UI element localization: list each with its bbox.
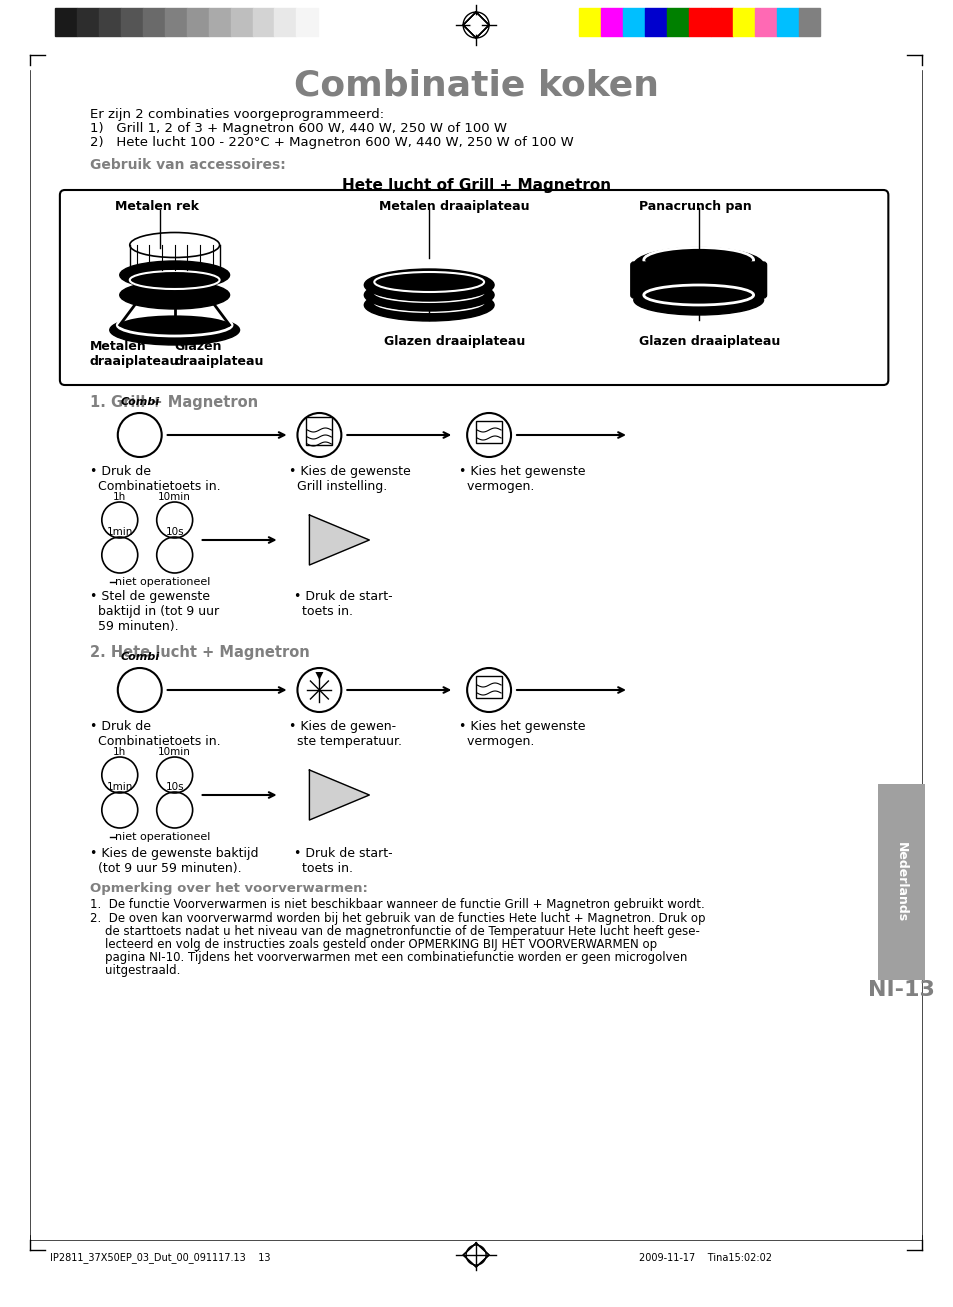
Text: 2009-11-17    Tina15:02:02: 2009-11-17 Tina15:02:02 xyxy=(639,1253,771,1263)
Text: 1min: 1min xyxy=(107,782,132,792)
Ellipse shape xyxy=(110,315,239,345)
Bar xyxy=(666,8,688,37)
Text: Opmerking over het voorverwarmen:: Opmerking over het voorverwarmen: xyxy=(90,882,367,895)
Text: Combinatie koken: Combinatie koken xyxy=(294,68,658,102)
Text: NI-13: NI-13 xyxy=(867,980,934,1000)
Bar xyxy=(121,8,143,37)
Bar xyxy=(231,8,253,37)
Bar xyxy=(798,8,820,37)
Bar xyxy=(476,676,501,698)
Text: 10s: 10s xyxy=(165,527,184,537)
Polygon shape xyxy=(309,770,369,819)
Bar xyxy=(710,8,732,37)
Text: • Druk de
  Combinatietoets in.: • Druk de Combinatietoets in. xyxy=(90,720,220,748)
Bar xyxy=(274,8,296,37)
Text: 2.  De oven kan voorverwarmd worden bij het gebruik van de functies Hete lucht +: 2. De oven kan voorverwarmd worden bij h… xyxy=(90,912,704,925)
Text: Metalen
draaiplateau: Metalen draaiplateau xyxy=(90,340,179,369)
Bar xyxy=(306,417,332,444)
Text: Metalen draaiplateau: Metalen draaiplateau xyxy=(379,200,529,213)
Bar xyxy=(99,8,121,37)
Text: Nederlands: Nederlands xyxy=(894,842,907,923)
Text: • Kies het gewenste
  vermogen.: • Kies het gewenste vermogen. xyxy=(458,720,585,748)
Text: uitgestraald.: uitgestraald. xyxy=(90,965,180,978)
Bar xyxy=(644,8,666,37)
Text: 1. Grill + Magnetron: 1. Grill + Magnetron xyxy=(90,395,257,410)
Text: 1min: 1min xyxy=(107,527,132,537)
Ellipse shape xyxy=(120,261,230,289)
Text: IP2811_37X50EP_03_Dut_00_091117.13    13: IP2811_37X50EP_03_Dut_00_091117.13 13 xyxy=(50,1252,270,1264)
Text: • Kies de gewenste baktijd
  (tot 9 uur 59 minuten).: • Kies de gewenste baktijd (tot 9 uur 59… xyxy=(90,847,258,874)
Bar xyxy=(578,8,600,37)
Bar xyxy=(688,8,710,37)
Text: Glazen draaiplateau: Glazen draaiplateau xyxy=(639,335,780,348)
Ellipse shape xyxy=(471,16,480,34)
Text: 10s: 10s xyxy=(165,782,184,792)
Ellipse shape xyxy=(633,247,762,282)
Bar xyxy=(776,8,798,37)
Text: Hete lucht of Grill + Magnetron: Hete lucht of Grill + Magnetron xyxy=(341,178,610,193)
Text: • Kies de gewenste
  Grill instelling.: • Kies de gewenste Grill instelling. xyxy=(289,465,411,493)
Text: Combi: Combi xyxy=(120,652,159,663)
Text: Metalen rek: Metalen rek xyxy=(114,200,198,213)
Text: • Kies het gewenste
  vermogen.: • Kies het gewenste vermogen. xyxy=(458,465,585,493)
Text: Glazen draaiplateau: Glazen draaiplateau xyxy=(384,335,525,348)
Text: • Druk de
  Combinatietoets in.: • Druk de Combinatietoets in. xyxy=(90,465,220,493)
Text: niet operationeel: niet operationeel xyxy=(114,833,210,842)
Bar xyxy=(187,8,209,37)
Bar xyxy=(143,8,165,37)
Text: Panacrunch pan: Panacrunch pan xyxy=(639,200,751,213)
Bar xyxy=(296,8,318,37)
Text: de starttoets nadat u het niveau van de magnetronfunctie of de Temperatuur Hete : de starttoets nadat u het niveau van de … xyxy=(90,925,699,938)
Polygon shape xyxy=(315,672,323,680)
Text: 1h: 1h xyxy=(113,491,126,502)
FancyBboxPatch shape xyxy=(60,190,887,386)
Ellipse shape xyxy=(633,285,762,315)
Text: 2. Hete lucht + Magnetron: 2. Hete lucht + Magnetron xyxy=(90,644,310,660)
Text: 1h: 1h xyxy=(113,748,126,757)
Text: 10min: 10min xyxy=(158,491,191,502)
FancyBboxPatch shape xyxy=(630,261,766,298)
Bar xyxy=(253,8,274,37)
Text: Glazen
draaiplateau: Glazen draaiplateau xyxy=(174,340,264,369)
Text: lecteerd en volg de instructies zoals gesteld onder OPMERKING BIJ HET VOORVERWAR: lecteerd en volg de instructies zoals ge… xyxy=(90,938,657,951)
Bar xyxy=(77,8,99,37)
Text: 10min: 10min xyxy=(158,748,191,757)
Text: • Stel de gewenste
  baktijd in (tot 9 uur
  59 minuten).: • Stel de gewenste baktijd in (tot 9 uur… xyxy=(90,589,219,633)
Ellipse shape xyxy=(364,289,494,322)
Ellipse shape xyxy=(120,281,230,308)
Bar xyxy=(55,8,77,37)
Bar xyxy=(600,8,622,37)
Text: niet operationeel: niet operationeel xyxy=(114,576,210,587)
Text: Gebruik van accessoires:: Gebruik van accessoires: xyxy=(90,158,285,173)
Text: Combi: Combi xyxy=(120,397,159,406)
Polygon shape xyxy=(462,12,489,38)
Text: • Druk de start-
  toets in.: • Druk de start- toets in. xyxy=(294,847,393,874)
Text: Er zijn 2 combinaties voorgeprogrammeerd:: Er zijn 2 combinaties voorgeprogrammeerd… xyxy=(90,108,383,122)
Text: • Druk de start-
  toets in.: • Druk de start- toets in. xyxy=(294,589,393,618)
Polygon shape xyxy=(462,1243,489,1266)
Ellipse shape xyxy=(364,269,494,301)
Bar xyxy=(165,8,187,37)
Bar xyxy=(732,8,754,37)
Bar xyxy=(476,421,501,443)
Text: pagina NI-10. Tijdens het voorverwarmen met een combinatiefunctie worden er geen: pagina NI-10. Tijdens het voorverwarmen … xyxy=(90,951,686,965)
Bar xyxy=(754,8,776,37)
Text: 2)   Hete lucht 100 - 220°C + Magnetron 600 W, 440 W, 250 W of 100 W: 2) Hete lucht 100 - 220°C + Magnetron 60… xyxy=(90,136,573,149)
Text: • Kies de gewen-
  ste temperatuur.: • Kies de gewen- ste temperatuur. xyxy=(289,720,402,748)
Text: 1.  De functie Voorverwarmen is niet beschikbaar wanneer de functie Grill + Magn: 1. De functie Voorverwarmen is niet besc… xyxy=(90,898,704,911)
Text: 1)   Grill 1, 2 of 3 + Magnetron 600 W, 440 W, 250 W of 100 W: 1) Grill 1, 2 of 3 + Magnetron 600 W, 44… xyxy=(90,122,506,135)
Ellipse shape xyxy=(364,278,494,311)
Polygon shape xyxy=(309,515,369,565)
Bar xyxy=(622,8,644,37)
Bar xyxy=(209,8,231,37)
